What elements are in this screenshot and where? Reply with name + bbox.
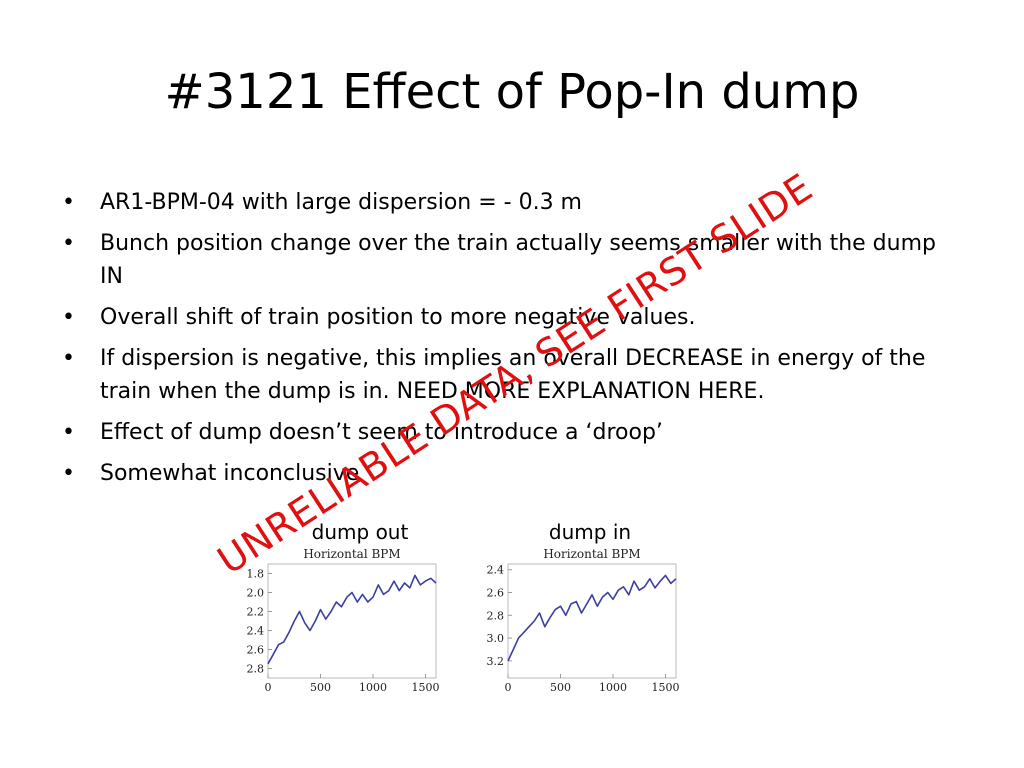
bullet-dot: • [62, 461, 75, 486]
x-tick-label: 1000 [599, 681, 627, 694]
bullet-dot: • [62, 420, 75, 445]
y-tick-label: 2.8 [247, 663, 265, 676]
bullet-text: Somewhat inconclusive [100, 461, 360, 486]
y-tick-label: 2.8 [487, 609, 505, 622]
bullet-text: Effect of dump doesn’t seem to introduce… [100, 420, 663, 445]
bullet-item: • If dispersion is negative, this implies… [62, 342, 962, 408]
x-tick-label: 500 [310, 681, 331, 694]
y-tick-label: 3.2 [487, 655, 505, 668]
plot-frame [507, 563, 677, 679]
series-line [267, 574, 437, 665]
x-tick-label: 1000 [359, 681, 387, 694]
plot-caption-dump-in: dump in [548, 520, 632, 544]
y-tick-label: 2.2 [247, 606, 265, 619]
y-tick-label: 2.0 [247, 587, 265, 600]
bullet-item: • Effect of dump doesn’t seem to introduc… [62, 416, 962, 449]
chart-title: Horizontal BPM [303, 547, 400, 561]
chart-dump-out: Horizontal BPM 1.8 2.0 2.2 2.4 2.6 2.80 500 1000… [247, 547, 440, 694]
y-tick-label: 1.8 [247, 568, 265, 581]
bullet-text: Bunch position change over the train act… [100, 231, 936, 289]
x-tick-label: 500 [550, 681, 571, 694]
plot-frame [267, 563, 437, 679]
bullet-text: AR1-BPM-04 with large dispersion = - 0.3… [100, 190, 582, 215]
bullet-text: Overall shift of train position to more … [100, 305, 696, 330]
bullet-item: • Overall shift of train position to more… [62, 301, 962, 334]
bullet-item: • Somewhat inconclusive [62, 457, 962, 490]
x-tick-label: 0 [265, 681, 272, 694]
chart-dump-in: Horizontal BPM 2.4 2.6 2.8 3.0 3.20 500 1000 150… [487, 547, 680, 694]
bullet-list: • AR1-BPM-04 with large dispersion = - 0.… [62, 186, 962, 498]
bullet-text: If dispersion is negative, this implies … [100, 346, 926, 404]
x-tick-label: 1500 [412, 681, 440, 694]
bullet-dot: • [62, 231, 75, 256]
series-line [507, 574, 677, 662]
y-tick-label: 2.4 [487, 564, 505, 577]
y-tick-label: 2.6 [247, 644, 265, 657]
bullet-item: • Bunch position change over the train ac… [62, 227, 962, 293]
y-tick-label: 3.0 [487, 632, 505, 645]
bullet-dot: • [62, 346, 75, 371]
x-tick-label: 1500 [652, 681, 680, 694]
bullet-dot: • [62, 190, 75, 215]
bullet-item: • AR1-BPM-04 with large dispersion = - 0.… [62, 186, 962, 219]
x-tick-label: 0 [505, 681, 512, 694]
plot-caption-dump-out: dump out [311, 520, 409, 544]
chart-title: Horizontal BPM [543, 547, 640, 561]
slide-title: #3121 Effect of Pop-In dump [164, 64, 860, 120]
y-tick-label: 2.6 [487, 587, 505, 600]
bullet-dot: • [62, 305, 75, 330]
y-tick-label: 2.4 [247, 625, 265, 638]
